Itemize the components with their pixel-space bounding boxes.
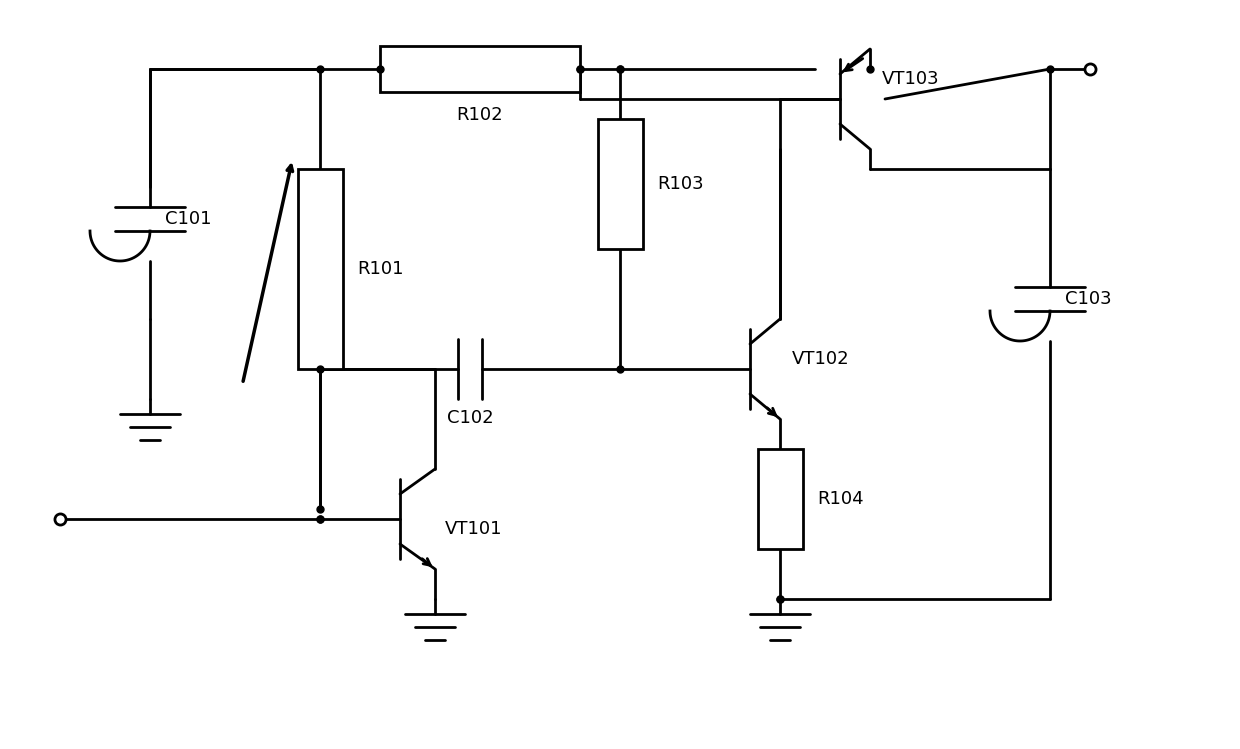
Text: C103: C103 <box>1065 290 1111 308</box>
Text: R102: R102 <box>456 106 503 124</box>
Text: R101: R101 <box>357 260 404 278</box>
Bar <box>379 46 580 91</box>
Text: VT102: VT102 <box>792 350 849 368</box>
Text: VT103: VT103 <box>882 70 940 88</box>
Bar <box>598 119 642 249</box>
Text: C102: C102 <box>446 409 494 427</box>
Text: VT101: VT101 <box>445 520 502 538</box>
Text: C101: C101 <box>165 210 212 228</box>
Bar <box>758 449 802 549</box>
Bar <box>298 169 342 369</box>
Text: R103: R103 <box>657 175 704 193</box>
Text: R104: R104 <box>817 490 864 508</box>
